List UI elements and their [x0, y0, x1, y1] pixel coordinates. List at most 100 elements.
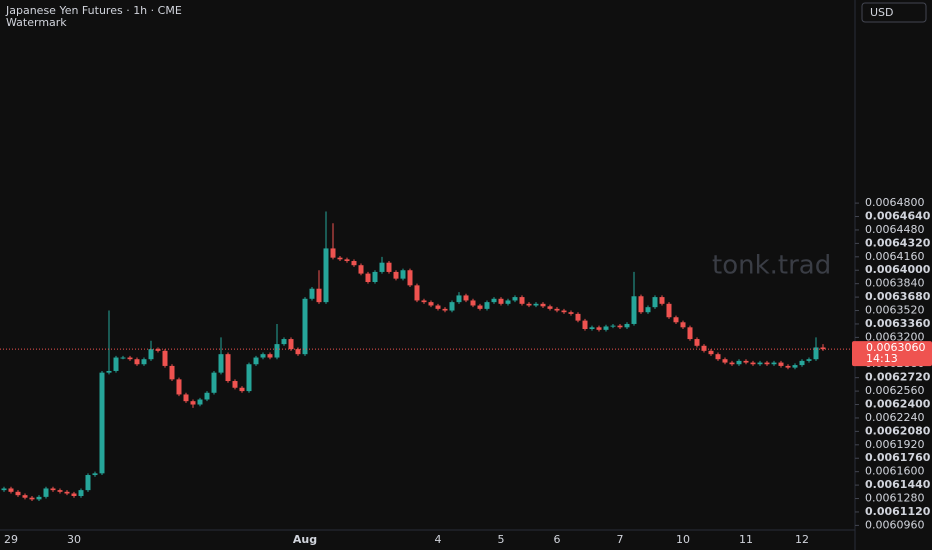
- candle-body: [519, 297, 525, 304]
- y-tick-label: 0.0062720: [865, 371, 931, 384]
- candle-body: [414, 285, 420, 301]
- candle-body: [540, 303, 546, 307]
- x-tick-label: 7: [617, 533, 624, 546]
- candle-body: [778, 362, 784, 366]
- x-tick-label: 30: [67, 533, 81, 546]
- y-tick-label: 0.0064800: [865, 196, 925, 209]
- y-tick-label: 0.0062560: [865, 384, 925, 397]
- candle-body: [29, 497, 35, 500]
- candle-body: [183, 394, 189, 402]
- candle-body: [330, 248, 336, 258]
- candle-body: [491, 298, 497, 303]
- candle-body: [85, 475, 91, 491]
- y-tick-label: 0.0063360: [865, 317, 931, 330]
- candle-body: [43, 488, 49, 497]
- candle-body: [575, 313, 581, 321]
- y-tick-label: 0.0063200: [865, 330, 925, 343]
- candle-body: [141, 359, 147, 365]
- candle-body: [71, 493, 77, 497]
- candle-body: [806, 359, 812, 361]
- candle-body: [652, 297, 658, 308]
- candle-body: [246, 364, 252, 392]
- x-tick-label: 6: [554, 533, 561, 546]
- candle-body: [428, 302, 434, 306]
- candle-body: [197, 399, 203, 405]
- y-tick-label: 0.0060960: [865, 518, 925, 531]
- x-tick-label: 4: [435, 533, 442, 546]
- candle-body: [687, 327, 693, 340]
- y-tick-label: 0.0062080: [865, 424, 931, 437]
- candle-body: [645, 307, 651, 313]
- chart-subtitle: Watermark: [6, 16, 67, 29]
- candle-body: [365, 273, 371, 282]
- currency-button[interactable]: [861, 2, 927, 23]
- candle-body: [533, 303, 539, 306]
- candle-body: [449, 302, 455, 311]
- candle-body: [582, 320, 588, 329]
- candle-body: [302, 298, 308, 355]
- candle-body: [442, 308, 448, 311]
- candle-body: [393, 271, 399, 279]
- candle-body: [8, 488, 14, 492]
- candle-body: [694, 339, 700, 346]
- candle-body: [267, 354, 273, 358]
- candle-body: [736, 360, 742, 365]
- candle-body: [113, 357, 119, 371]
- candle-body: [309, 288, 315, 299]
- candle-body: [64, 491, 70, 494]
- candle-body: [225, 354, 231, 382]
- candle-body: [218, 354, 224, 373]
- candle-body: [99, 372, 105, 474]
- candle-body: [169, 365, 175, 380]
- y-tick-label: 0.0063840: [865, 277, 925, 290]
- candle-body: [176, 379, 182, 395]
- candle-body: [274, 344, 280, 358]
- candle-body: [624, 323, 630, 328]
- candle-body: [561, 310, 567, 313]
- y-tick-label: 0.0061600: [865, 465, 925, 478]
- candle-body: [722, 359, 728, 363]
- candle-body: [715, 354, 721, 360]
- candle-body: [351, 261, 357, 266]
- y-tick-label: 0.0063520: [865, 304, 925, 317]
- candle-body: [785, 365, 791, 368]
- candle-body: [554, 308, 560, 311]
- candle-body: [750, 362, 756, 365]
- candle-body: [1, 488, 7, 491]
- candle-body: [106, 370, 112, 373]
- candle-body: [638, 296, 644, 313]
- x-tick-label: Aug: [293, 533, 317, 546]
- candle-body: [526, 303, 532, 306]
- candle-body: [386, 262, 392, 272]
- x-tick-label: 5: [498, 533, 505, 546]
- y-tick-label: 0.0061440: [865, 478, 931, 491]
- candle-body: [358, 265, 364, 274]
- watermark: tonk.trad: [712, 251, 831, 281]
- candle-body: [764, 362, 770, 365]
- candle-body: [673, 317, 679, 323]
- y-tick-label: 0.0061120: [865, 505, 931, 518]
- plot: tonk.trad: [1, 211, 831, 502]
- candle-body: [379, 262, 385, 272]
- candle-body: [708, 350, 714, 355]
- candle-body: [743, 360, 749, 363]
- x-tick-label: 29: [4, 533, 18, 546]
- candle-body: [407, 270, 413, 286]
- candle-body: [568, 312, 574, 314]
- candle-body: [190, 401, 196, 405]
- candle-body: [372, 271, 378, 282]
- x-tick-label: 12: [795, 533, 809, 546]
- candle-body: [659, 297, 665, 304]
- candle-body: [323, 248, 329, 303]
- candle-body: [813, 347, 819, 360]
- candle-body: [127, 357, 133, 360]
- candle-body: [22, 495, 28, 498]
- candle-body: [792, 365, 798, 368]
- candle-body: [456, 295, 462, 303]
- candle-body: [666, 303, 672, 318]
- candle-body: [344, 259, 350, 262]
- currency-label[interactable]: USD: [870, 6, 894, 19]
- candle-body: [260, 354, 266, 358]
